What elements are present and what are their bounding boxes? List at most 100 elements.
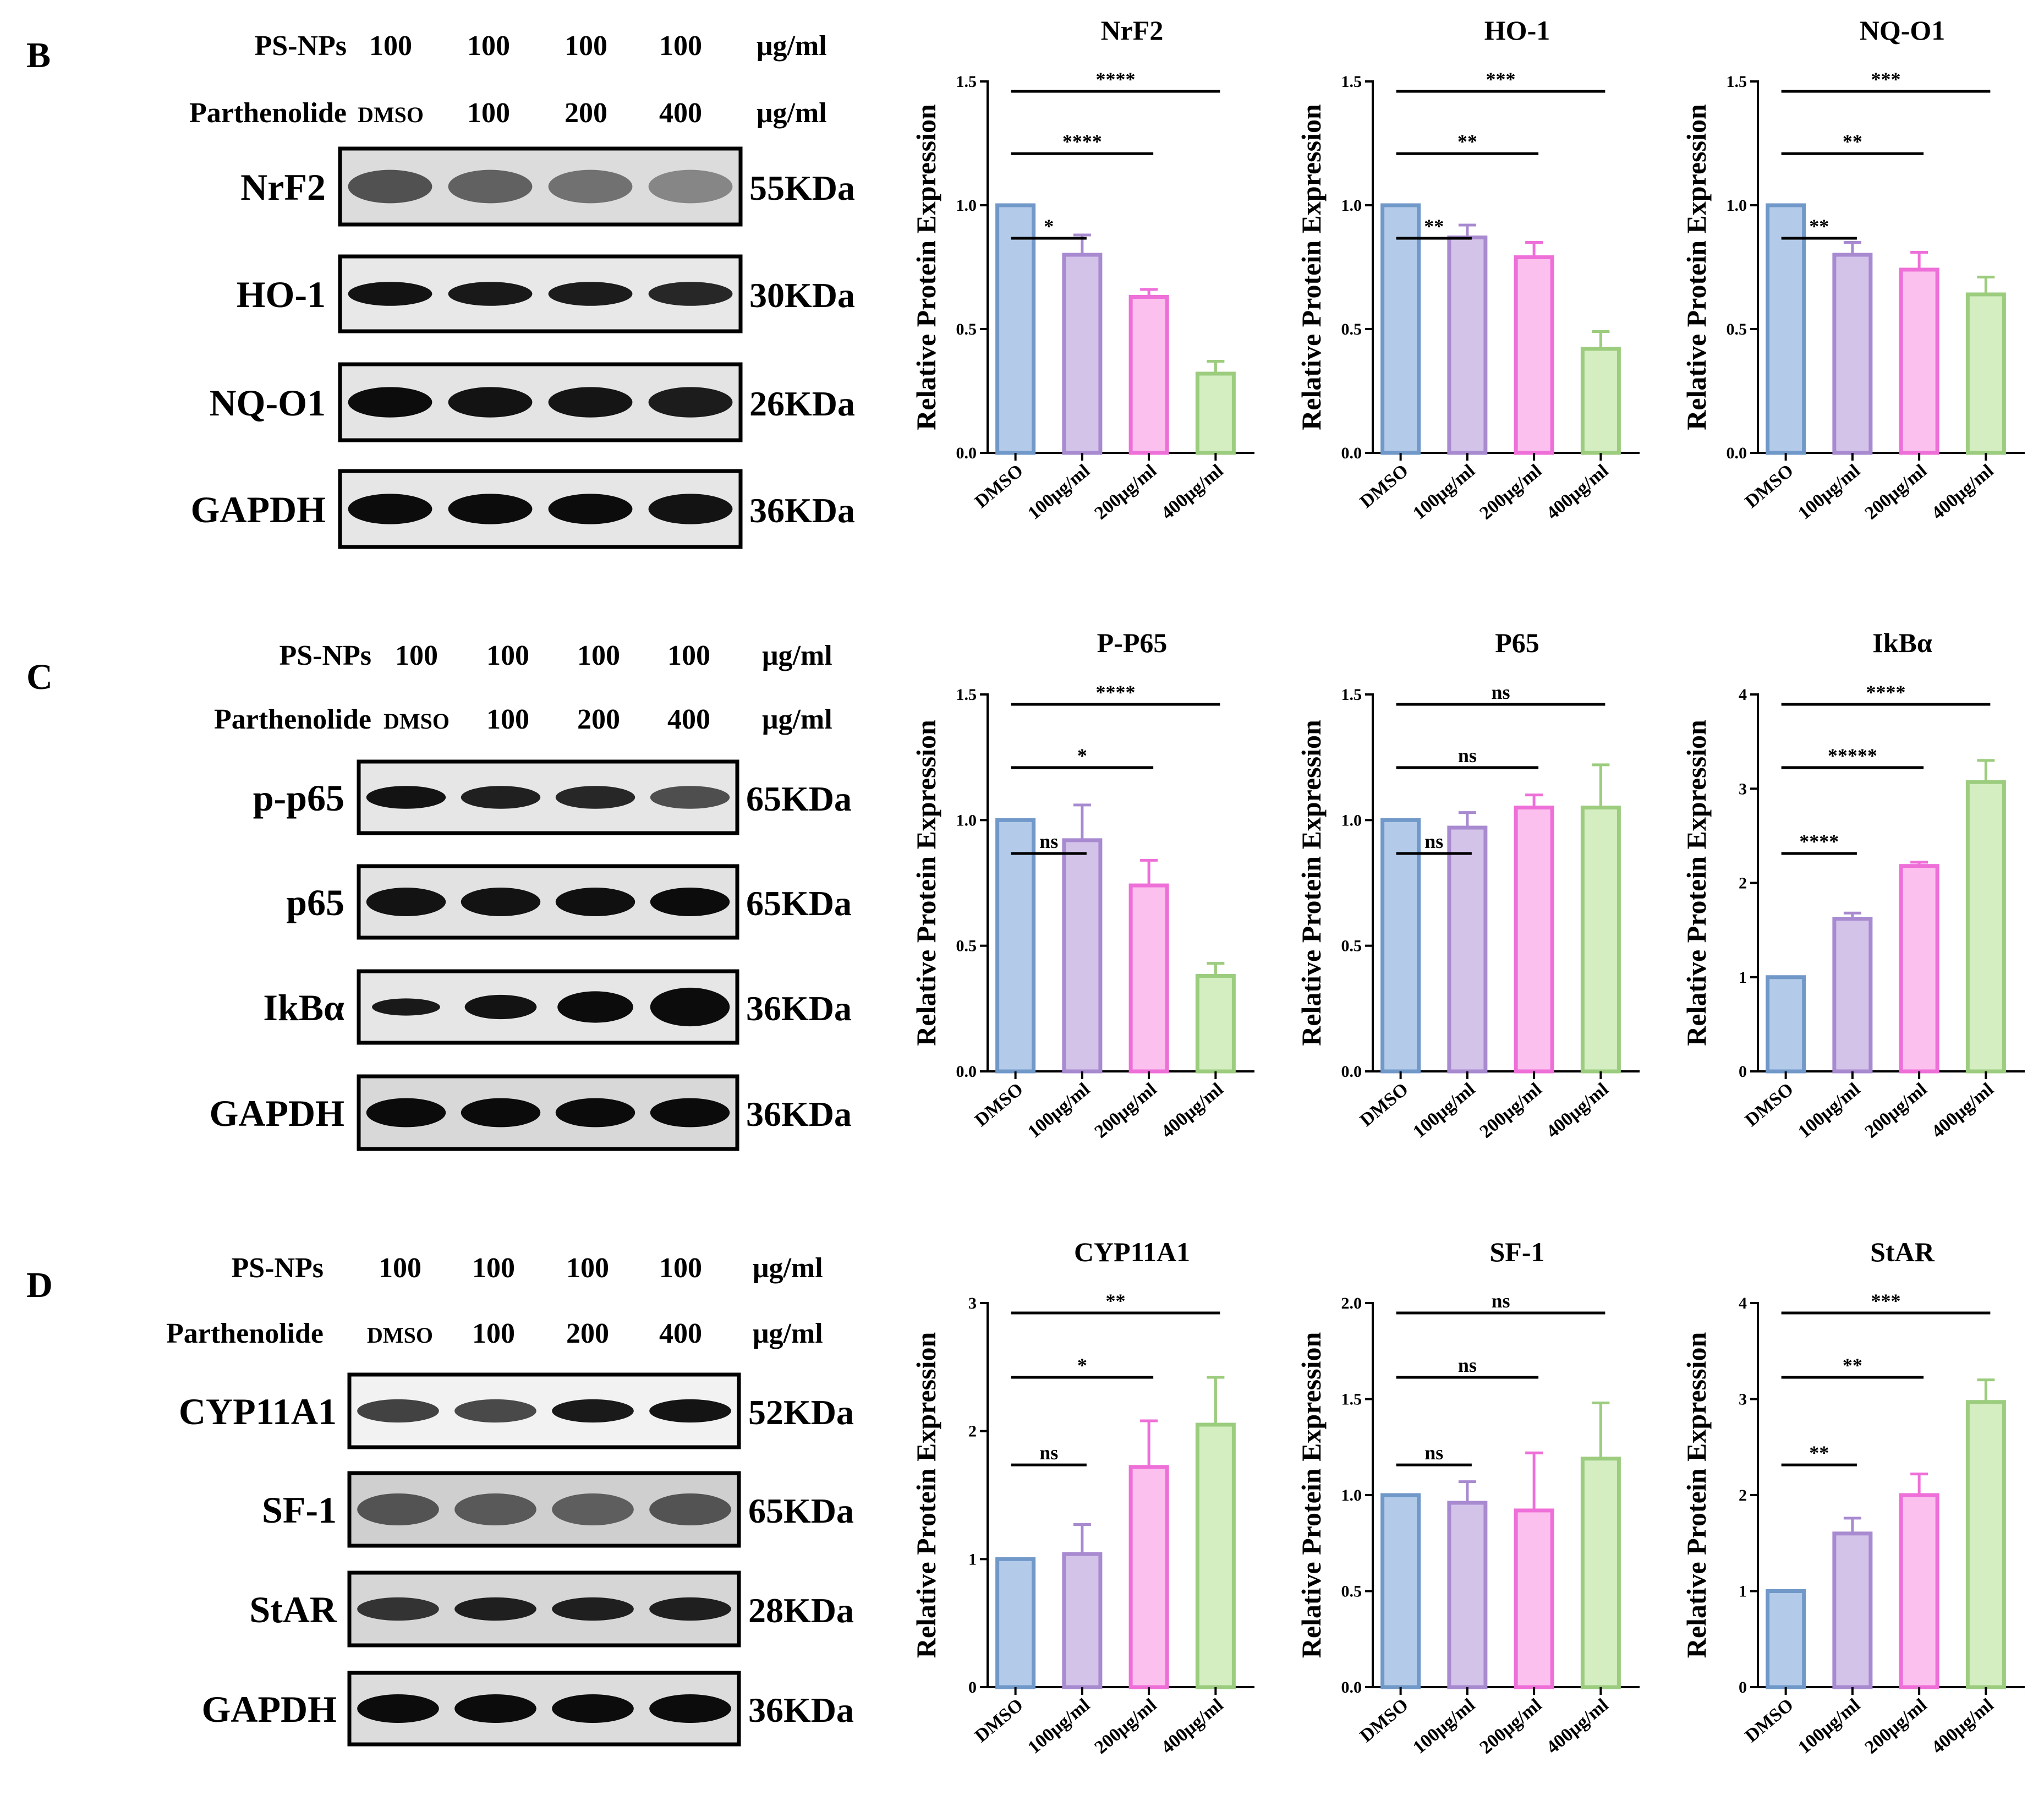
x-tick-label: 200μg/ml [1091,461,1160,524]
blot-header-value: 100 [467,30,510,62]
bar [1766,975,1806,1074]
band-kda: 30KDa [749,276,855,315]
bar [1062,253,1103,455]
panel-label: C [26,657,53,697]
bar-chart: P65 Relative Protein Expression 0.0 0.5 1.0 1… [1296,627,1640,1142]
significance-label: * [1077,1354,1087,1376]
band-name: StAR [249,1589,337,1630]
blot-header-value: 400 [659,1318,702,1349]
x-tick-label: 200μg/ml [1861,1079,1931,1142]
y-tick-label: 1.5 [956,686,977,704]
significance-label: ns [1458,745,1477,767]
blot-header-unit: μg/ml [762,640,832,671]
bar [1380,203,1421,455]
chart-title: NQ-O1 [1860,15,1946,46]
x-tick-label: 400μg/ml [1928,1079,1998,1142]
blot-band [448,494,533,524]
y-tick-label: 1.5 [956,73,977,91]
blot-strip [357,759,739,835]
band-kda: 65KDa [746,884,852,923]
blot-frame [338,146,743,227]
significance-label: * [1044,215,1054,237]
significance-label: * [1077,745,1087,767]
chart-title: CYP11A1 [1074,1236,1190,1267]
y-axis-label: Relative Protein Expression [911,1332,941,1659]
significance-label: ** [1809,1442,1829,1464]
bar-chart: NQ-O1 Relative Protein Expression 0.0 0.5 1.… [1681,15,2025,524]
bar [1514,806,1554,1074]
blot-band [454,1399,536,1423]
blot-band [348,282,432,306]
blot-band [548,494,633,524]
blot-band [648,169,733,204]
y-tick-label: 1.0 [1341,196,1362,215]
band-name: IkBα [263,987,344,1028]
blot-band [348,494,432,524]
band-name: p65 [286,882,344,923]
significance-label: ** [1106,1290,1126,1312]
bar [1832,917,1873,1074]
bar [1832,1531,1873,1689]
y-tick-label: 0.0 [1341,1678,1362,1697]
band-kda: 28KDa [748,1591,854,1630]
x-tick-label: DMSO [971,1695,1027,1747]
blot-band [448,387,533,418]
blot-band [357,1694,439,1723]
blot-band [649,1493,731,1526]
chart-title: NrF2 [1101,15,1164,46]
x-tick-label: DMSO [1356,461,1412,512]
bar [995,1557,1036,1689]
blot-header-unit: μg/ml [753,1252,823,1284]
significance-label: **** [1096,68,1136,90]
blot-band [454,1694,536,1723]
blot-header-unit: μg/ml [757,97,827,129]
blot-band [650,1098,730,1128]
x-tick-label: 100μg/ml [1409,461,1479,524]
blot-band [464,994,537,1020]
y-tick-label: 3 [1739,1391,1747,1409]
x-tick-label: DMSO [1741,1695,1798,1747]
blot-band [366,1098,446,1128]
bar [1899,1493,1939,1689]
y-tick-label: 2.0 [1341,1294,1362,1312]
blot-frame [347,1372,741,1449]
x-tick-label: 200μg/ml [1091,1079,1160,1142]
blot-strip [338,146,743,227]
blot-header-label: Parthenolide [214,704,371,735]
y-tick-label: 0.0 [1341,444,1362,462]
blot-band [650,987,730,1027]
y-tick-label: 1.0 [956,196,977,215]
x-tick-label: 200μg/ml [1476,461,1546,524]
x-tick-label: 100μg/ml [1409,1079,1479,1142]
y-axis-label: Relative Protein Expression [911,104,941,430]
x-tick-label: DMSO [1356,1695,1412,1747]
blot-band [448,169,533,204]
blot-strip [338,362,743,442]
chart-title: HO-1 [1484,15,1550,46]
significance-label: ns [1491,681,1510,703]
blot-strip [338,469,743,549]
y-axis-label: Relative Protein Expression [1296,1332,1327,1659]
blot-band [366,786,446,809]
blot-header-value: 100 [486,704,529,735]
blot-header-value: 100 [467,97,510,129]
y-tick-label: 0.0 [956,1063,977,1081]
blot-header-value: 100 [565,30,607,62]
blot-frame [357,1074,739,1151]
band-kda: 52KDa [748,1393,854,1432]
y-tick-label: 1.5 [1341,686,1362,704]
y-tick-label: 2 [1739,1486,1747,1504]
bar [1447,825,1488,1074]
y-tick-label: 4 [1739,1294,1747,1312]
band-name: CYP11A1 [179,1391,337,1432]
blot-band [552,1493,634,1526]
blot-header-value: 100 [577,640,620,671]
y-tick-label: 1.0 [1727,196,1747,215]
bar [1899,267,1939,455]
x-tick-label: 100μg/ml [1409,1695,1479,1758]
y-tick-label: 1 [1739,968,1747,987]
blot-band [648,494,733,524]
significance-label: ns [1491,1290,1510,1312]
bar-chart: SF-1 Relative Protein Expression 0.0 0.5 1.0… [1296,1236,1640,1758]
significance-label: *** [1871,68,1901,90]
